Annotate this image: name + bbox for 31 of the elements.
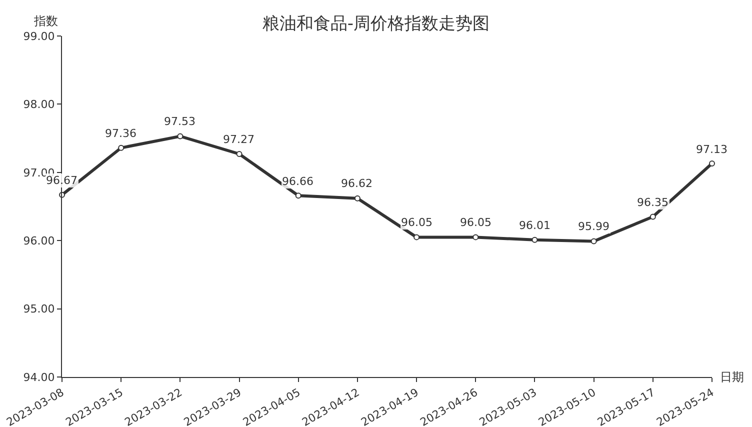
- data-label: 95.99: [578, 220, 610, 233]
- point: [354, 195, 360, 202]
- data-label: 97.53: [164, 115, 196, 128]
- point: [650, 214, 656, 220]
- data-label: 96.67: [46, 174, 78, 187]
- data-label: 96.05: [460, 216, 492, 229]
- y-tick-label: 99.00: [23, 30, 55, 43]
- y-tick-label: 96.00: [23, 234, 55, 248]
- data-label: 96.62: [341, 177, 372, 190]
- y-tick-label: 98.00: [23, 98, 55, 112]
- x-axis-title: 日期: [720, 370, 744, 384]
- data-label: 97.13: [696, 143, 728, 156]
- point: [590, 238, 597, 244]
- data-label: 96.35: [637, 196, 668, 209]
- point: [472, 234, 479, 240]
- point: [709, 160, 715, 167]
- point: [177, 133, 184, 140]
- point: [414, 234, 420, 240]
- point: [295, 192, 302, 199]
- point: [118, 144, 124, 151]
- data-label: 96.66: [282, 175, 314, 188]
- data-label: 96.01: [519, 219, 550, 232]
- point: [236, 150, 242, 157]
- y-tick-label: 94.00: [23, 370, 55, 384]
- point: [532, 236, 538, 243]
- chart-title: 粮油和食品-周价格指数走势图: [262, 14, 490, 34]
- data-label: 97.27: [223, 133, 254, 146]
- y-axis-title: 指数: [33, 14, 58, 28]
- data-label: 97.36: [105, 127, 136, 140]
- data-label: 96.05: [401, 216, 432, 229]
- y-tick-label: 95.00: [23, 302, 55, 316]
